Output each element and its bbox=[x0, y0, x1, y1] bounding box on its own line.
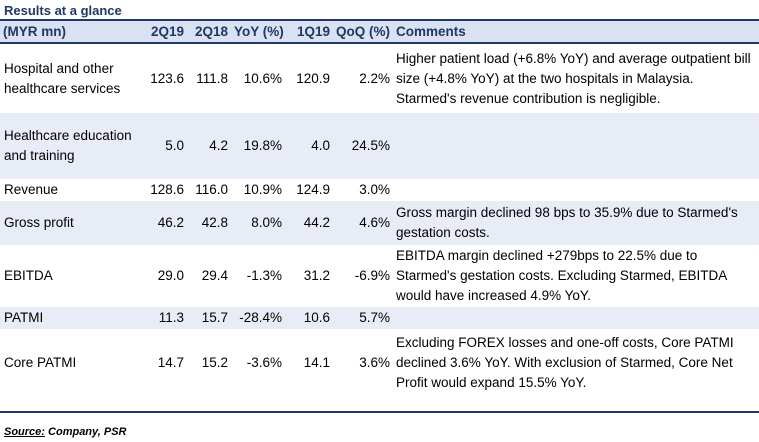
cell-2q19: 123.6 bbox=[150, 70, 184, 86]
cell-2q19: 14.7 bbox=[157, 355, 184, 370]
cell-comment bbox=[393, 307, 759, 329]
cell-1q19: 124.9 bbox=[296, 182, 330, 197]
cell-2q19: 29.0 bbox=[157, 268, 184, 283]
header-1q19: 1Q19 bbox=[285, 21, 333, 44]
cell-1q19: 31.2 bbox=[303, 268, 330, 283]
row-label: Gross profit bbox=[0, 201, 137, 245]
cell-2q18: 116.0 bbox=[195, 182, 228, 197]
cell-comment: Excluding FOREX losses and one-off costs… bbox=[396, 335, 734, 390]
cell-yoy: 8.0% bbox=[231, 201, 285, 245]
cell-yoy: 19.8% bbox=[231, 113, 285, 179]
cell-1q19: 10.6 bbox=[285, 307, 333, 329]
table-title: Results at a glance bbox=[4, 3, 122, 18]
cell-yoy: 10.9% bbox=[243, 182, 282, 197]
cell-2q18: 29.4 bbox=[201, 268, 228, 283]
cell-comment bbox=[393, 179, 759, 201]
table-row: Core PATMI 14.7 15.2 -3.6% 14.1 3.6% Exc… bbox=[0, 329, 759, 397]
cell-2q18: 15.2 bbox=[201, 355, 228, 370]
cell-1q19: 44.2 bbox=[285, 201, 333, 245]
row-label: Revenue bbox=[4, 182, 59, 197]
cell-comment: Higher patient load (+6.8% YoY) and aver… bbox=[396, 50, 751, 106]
table-row: EBITDA 29.0 29.4 -1.3% 31.2 -6.9% EBITDA… bbox=[0, 245, 759, 307]
table-row: Revenue 128.6 116.0 10.9% 124.9 3.0% bbox=[0, 179, 759, 201]
row-label: Core PATMI bbox=[4, 355, 77, 370]
table-row: Healthcare education and training 5.0 4.… bbox=[0, 113, 759, 179]
results-table: (MYR mn) 2Q19 2Q18 YoY (%) 1Q19 QoQ (%) … bbox=[0, 21, 759, 397]
source-note: Source: Company, PSR bbox=[4, 425, 126, 439]
header-2q18: 2Q18 bbox=[187, 21, 231, 44]
cell-yoy: 10.6% bbox=[243, 70, 282, 86]
row-label: PATMI bbox=[0, 307, 137, 329]
cell-qoq: 24.5% bbox=[333, 113, 393, 179]
cell-2q18: 111.8 bbox=[196, 70, 228, 86]
header-yoy: YoY (%) bbox=[231, 21, 285, 44]
table-row: Gross profit 46.2 42.8 8.0% 44.2 4.6% Gr… bbox=[0, 201, 759, 245]
footer-rule bbox=[0, 411, 759, 413]
cell-comment: EBITDA margin declined +279bps to 22.5% … bbox=[396, 248, 727, 303]
cell-qoq: -6.9% bbox=[354, 268, 390, 283]
cell-2q19: 11.3 bbox=[137, 307, 187, 329]
cell-yoy: -3.6% bbox=[246, 355, 282, 370]
cell-1q19: 120.9 bbox=[296, 70, 330, 86]
row-label: EBITDA bbox=[4, 268, 53, 283]
table-row: PATMI 11.3 15.7 -28.4% 10.6 5.7% bbox=[0, 307, 759, 329]
cell-2q19: 5.0 bbox=[137, 113, 187, 179]
cell-yoy: -1.3% bbox=[246, 268, 282, 283]
table-row: Hospital and other healthcare services 1… bbox=[0, 43, 759, 113]
cell-2q18: 42.8 bbox=[187, 201, 231, 245]
cell-qoq: 5.7% bbox=[333, 307, 393, 329]
cell-1q19: 4.0 bbox=[285, 113, 333, 179]
header-row: (MYR mn) 2Q19 2Q18 YoY (%) 1Q19 QoQ (%) … bbox=[0, 21, 759, 44]
source-text: Company, PSR bbox=[48, 426, 127, 438]
cell-2q19: 46.2 bbox=[137, 201, 187, 245]
row-label: Healthcare education and training bbox=[0, 113, 137, 179]
header-unit: (MYR mn) bbox=[0, 21, 137, 44]
cell-qoq: 4.6% bbox=[333, 201, 393, 245]
row-label: Hospital and other healthcare services bbox=[4, 60, 121, 96]
cell-2q18: 4.2 bbox=[187, 113, 231, 179]
cell-qoq: 3.0% bbox=[359, 182, 390, 197]
cell-comment: Gross margin declined 98 bps to 35.9% du… bbox=[393, 201, 759, 245]
header-comments: Comments bbox=[393, 21, 759, 44]
source-label: Source: bbox=[4, 426, 45, 438]
cell-yoy: -28.4% bbox=[231, 307, 285, 329]
cell-comment bbox=[393, 113, 759, 179]
title-rule bbox=[0, 19, 759, 21]
cell-2q19: 128.6 bbox=[150, 182, 184, 197]
cell-qoq: 2.2% bbox=[359, 70, 390, 86]
header-qoq: QoQ (%) bbox=[333, 21, 393, 44]
header-2q19: 2Q19 bbox=[137, 21, 187, 44]
cell-2q18: 15.7 bbox=[187, 307, 231, 329]
cell-1q19: 14.1 bbox=[303, 355, 330, 370]
cell-qoq: 3.6% bbox=[359, 355, 390, 370]
